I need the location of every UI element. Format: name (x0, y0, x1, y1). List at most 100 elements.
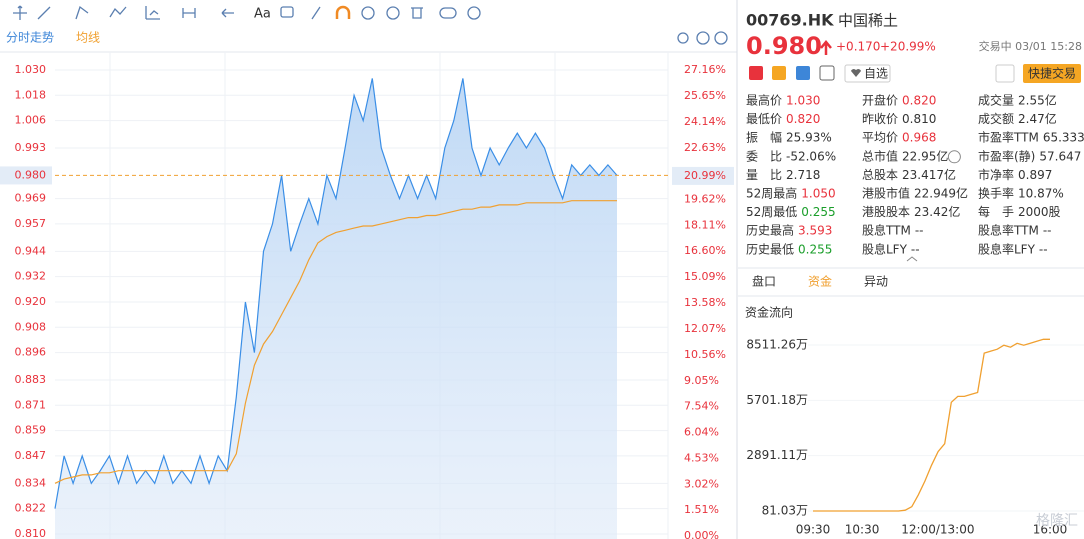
y-tick-label: 5701.18万 (746, 393, 808, 407)
note-tool[interactable] (280, 6, 294, 18)
stat-value: 0.255 (798, 242, 832, 256)
last-price-label: 0.980 (15, 168, 47, 181)
chart-tool[interactable] (145, 6, 160, 20)
collapse-chevron[interactable] (906, 256, 918, 262)
stat-label: 总股本 (862, 168, 898, 182)
panel-tab[interactable]: 异动 (864, 275, 888, 289)
stat-label: 开盘价 (862, 93, 898, 108)
watch-button[interactable] (844, 64, 891, 83)
y-tick-label: 0.920 (15, 295, 47, 308)
y2-tick-label: 19.62% (684, 192, 726, 205)
polyline-tool[interactable] (75, 5, 89, 20)
stat-value: 57.647 (1039, 149, 1081, 163)
settings-tool[interactable] (467, 6, 481, 20)
x-tick-label: 09:30 (796, 523, 831, 537)
compare-tool[interactable] (439, 7, 457, 19)
y2-tick-label: 25.65% (684, 89, 726, 102)
fund-flow-chart: 8511.26万 5701.18万 2891.11万 81.03万 09:30 10:30… (746, 337, 1084, 537)
stat-label: 每 手 (978, 204, 1014, 219)
sync-tool[interactable] (361, 6, 375, 20)
tab-average[interactable]: 均线 (76, 31, 100, 45)
stat-value: 3.593 (798, 224, 832, 238)
trade-button[interactable] (1023, 64, 1081, 83)
y-tick-label: 1.006 (15, 114, 47, 127)
last-price-bg (0, 166, 52, 185)
series-line (54, 200, 617, 484)
stat-value: 0.810 (902, 112, 936, 126)
stat-label: 换手率 (978, 186, 1014, 201)
reset-button[interactable] (677, 32, 689, 44)
back-tool[interactable] (221, 8, 234, 18)
trade-status: 交易中 03/01 15:28 (979, 39, 1082, 53)
tab-intraday[interactable]: 分时走势 (6, 31, 54, 45)
watch-label[interactable]: 自选 (864, 67, 888, 81)
stat-label: 平均价 (862, 131, 898, 145)
y2-tick-label: 27.16% (684, 63, 726, 76)
text-tool[interactable]: Aa (254, 7, 271, 22)
stat-label: 港股市值 (862, 186, 910, 201)
magnet-tool[interactable] (335, 5, 351, 19)
wave-tool[interactable] (109, 6, 127, 18)
price-change: +0.170 (836, 40, 880, 54)
stat-value: 65.333 (1043, 131, 1084, 145)
panel-tab[interactable]: 盘口 (752, 274, 776, 289)
y-tick-label: 8511.26万 (746, 337, 808, 351)
stat-label: 最高价 (746, 93, 782, 108)
alert-button[interactable] (995, 64, 1015, 83)
stat-value: -52.06% (786, 149, 836, 163)
last-pct-bg (672, 166, 734, 185)
delete-tool[interactable] (411, 7, 423, 19)
stat-value: 0.820 (902, 94, 936, 108)
stat-value: -- (915, 224, 924, 238)
stat-label: 量 比 (746, 168, 782, 182)
stat-label: 股息率LFY (978, 241, 1036, 256)
y2-tick-label: 13.58% (684, 296, 726, 309)
stat-value: 0.255 (801, 205, 835, 219)
last-pct-label: 20.99% (684, 169, 726, 182)
stat-value: -- (911, 242, 920, 256)
y-tick-label: 0.859 (15, 424, 47, 437)
stat-label: 成交量 (978, 93, 1014, 108)
y2-tick-label: 0.00% (684, 529, 719, 539)
tag-icon[interactable] (796, 66, 810, 80)
fund-flow-title: 资金流向 (745, 305, 793, 320)
zoom-in-button[interactable] (714, 31, 728, 45)
x-tick-label: 16:00 (1033, 523, 1068, 537)
stat-value: 2.47亿 (1018, 111, 1057, 126)
y2-tick-label: 12.07% (684, 322, 726, 335)
y-tick-label: 0.908 (15, 320, 47, 333)
hide-tool[interactable] (386, 6, 400, 20)
x-tick-label: 10:30 (845, 523, 880, 537)
y-tick-label: 0.847 (15, 449, 47, 462)
flash-icon[interactable] (772, 66, 786, 80)
y-tick-label: 0.822 (15, 502, 47, 515)
up-arrow (820, 40, 832, 55)
pen-tool[interactable] (311, 6, 321, 20)
intraday-chart: 1.030 1.018 1.006 0.993 0.969 0.957 0.944 0.932… (0, 63, 734, 539)
stat-label: 股息率TTM (978, 223, 1039, 238)
stat-value: 0.820 (786, 112, 820, 126)
measure-tool[interactable] (182, 8, 196, 18)
stat-label: 股息LFY (862, 241, 908, 256)
stat-label: 委 比 (746, 149, 782, 163)
y2-tick-label: 22.63% (684, 141, 726, 154)
trade-label[interactable]: 快捷交易 (1028, 66, 1076, 81)
stat-value: 2.55亿 (1018, 93, 1057, 108)
y-tick-label: 0.993 (15, 141, 47, 154)
stat-label: 振 幅 (746, 130, 782, 145)
zoom-out-button[interactable] (696, 31, 710, 45)
y2-tick-label: 16.60% (684, 244, 726, 257)
doc-icon[interactable] (819, 65, 835, 81)
line-tool[interactable] (37, 6, 51, 20)
move-tool[interactable] (13, 5, 27, 20)
stat-value: 10.87% (1018, 187, 1064, 201)
panel-tab-active[interactable]: 资金 (808, 274, 832, 289)
stat-label: 成交额 (978, 111, 1014, 126)
y-tick-label: 1.018 (15, 88, 47, 101)
stat-value: 22.95亿 (902, 148, 948, 163)
y-tick-label: 0.896 (15, 346, 47, 359)
y2-tick-label: 7.54% (684, 400, 719, 413)
stat-label: 历史最高 (746, 223, 794, 238)
